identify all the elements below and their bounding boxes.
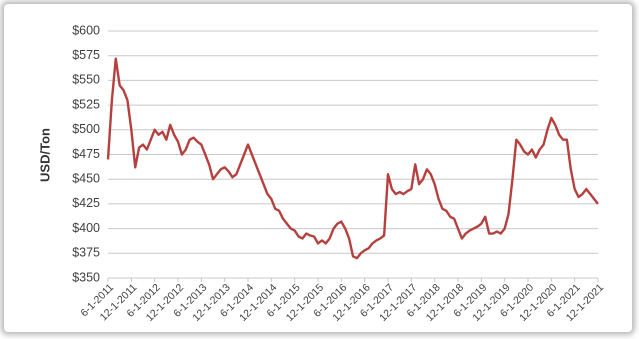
card <box>4 4 632 332</box>
y-tick-label: $450 <box>72 171 100 185</box>
y-tick-label: $375 <box>72 246 100 260</box>
y-tick-label: $550 <box>72 73 100 87</box>
y-tick-label: $350 <box>72 270 100 284</box>
y-tick-label: $475 <box>72 147 100 161</box>
line-series <box>106 57 599 260</box>
y-tick-label: $500 <box>72 122 100 136</box>
y-tick-label: $575 <box>72 48 100 62</box>
y-tick-label: $400 <box>72 221 100 235</box>
y-tick-label: $600 <box>72 23 100 37</box>
y-axis-label: USD/Ton <box>37 128 52 182</box>
y-tick-label: $425 <box>72 196 100 210</box>
y-tick-label: $525 <box>72 97 100 111</box>
